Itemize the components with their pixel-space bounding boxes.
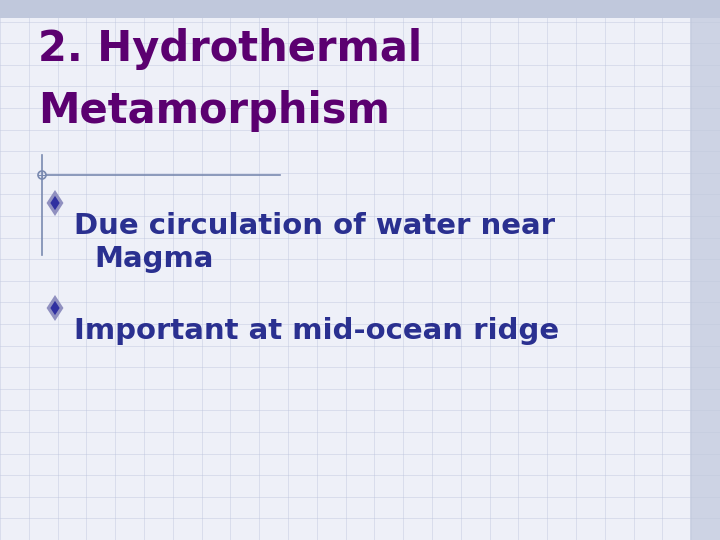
Text: Metamorphism: Metamorphism (38, 90, 390, 132)
Polygon shape (47, 190, 63, 216)
Text: 2. Hydrothermal: 2. Hydrothermal (38, 28, 422, 70)
Polygon shape (50, 196, 60, 210)
Text: Important at mid-ocean ridge: Important at mid-ocean ridge (74, 317, 559, 345)
Polygon shape (50, 301, 60, 315)
Polygon shape (47, 295, 63, 321)
Bar (0, 0, 720, 18)
Bar (690, 0, 720, 540)
Text: Magma: Magma (94, 245, 213, 273)
Text: Due circulation of water near: Due circulation of water near (74, 212, 555, 240)
